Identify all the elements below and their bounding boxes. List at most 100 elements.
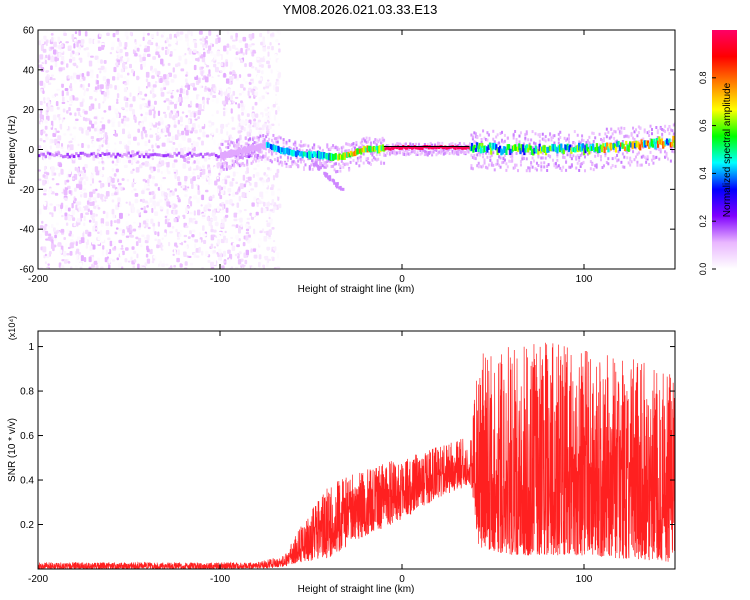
heatmap-noise-cell	[126, 36, 129, 40]
heatmap-branch-cell	[314, 163, 318, 167]
heatmap-noise-cell	[233, 212, 238, 218]
heatmap-noise-cell	[154, 100, 157, 105]
heatmap-noise-cell	[182, 163, 187, 169]
heatmap-halo-cell	[648, 134, 651, 138]
heatmap-signal-cell	[421, 146, 424, 150]
heatmap-halo-cell	[256, 156, 259, 160]
heatmap-halo-cell	[470, 164, 473, 168]
heatmap-noise-cell	[71, 202, 74, 209]
heatmap-noise-cell	[103, 110, 107, 113]
heatmap-noise-cell	[185, 207, 188, 212]
heatmap-signal-cell	[379, 144, 382, 153]
heatmap-halo-cell	[384, 153, 387, 157]
heatmap-noise-cell	[65, 41, 69, 44]
colorbar-tick-label: 0.0	[698, 263, 708, 276]
heatmap-halo-cell	[346, 162, 349, 166]
heatmap-noise-cell	[50, 74, 54, 77]
heatmap-noise-cell	[193, 210, 196, 216]
heatmap-signal-cell	[262, 143, 265, 149]
heatmap-noise-cell	[114, 108, 119, 114]
heatmap-noise-cell	[101, 133, 104, 138]
heatmap-noise-cell	[197, 103, 202, 110]
heatmap-noise-cell	[60, 265, 65, 268]
heatmap-noise-cell	[146, 45, 150, 52]
heatmap-signal-cell	[391, 146, 395, 150]
heatmap-halo-cell	[550, 137, 553, 141]
heatmap-signal-cell	[606, 142, 609, 150]
heatmap-noise-cell	[161, 142, 166, 147]
heatmap-noise-cell	[77, 143, 80, 147]
heatmap-faint-line-cell	[53, 154, 56, 158]
heatmap-noise-cell	[256, 57, 260, 61]
heatmap-signal-cell	[558, 144, 562, 153]
heatmap-noise-cell	[61, 149, 65, 152]
heatmap-halo-cell	[436, 142, 439, 146]
heatmap-noise-cell	[271, 227, 275, 230]
heatmap-noise-cell	[73, 77, 77, 84]
heatmap-noise-cell	[42, 130, 46, 134]
heatmap-halo-cell	[253, 150, 256, 154]
heatmap-faint-line-cell	[184, 154, 187, 158]
heatmap-halo-cell	[551, 158, 554, 162]
heatmap-halo-cell	[652, 155, 655, 159]
heatmap-noise-cell	[148, 174, 152, 179]
heatmap-faint-line-cell	[57, 151, 61, 155]
heatmap-signal-cell	[404, 146, 407, 150]
heatmap-signal-cell	[390, 146, 393, 150]
heatmap-noise-cell	[188, 48, 192, 55]
heatmap-noise-cell	[277, 73, 281, 79]
heatmap-noise-cell	[215, 97, 219, 104]
heatmap-noise-cell	[256, 69, 261, 73]
heatmap-noise-cell	[187, 30, 191, 35]
heatmap-halo-cell	[575, 155, 578, 159]
heatmap-signal-cell	[505, 148, 508, 156]
heatmap-noise-cell	[244, 223, 249, 228]
heatmap-noise-cell	[166, 188, 171, 191]
heatmap-faint-line-cell	[153, 152, 157, 156]
heatmap-signal-cell	[352, 151, 355, 157]
spectrogram-y-tick-label: -60	[20, 265, 35, 276]
heatmap-noise-cell	[87, 52, 90, 58]
heatmap-noise-cell	[73, 223, 76, 227]
heatmap-halo-cell	[301, 157, 304, 161]
heatmap-noise-cell	[207, 169, 211, 174]
heatmap-halo-cell	[666, 157, 669, 161]
heatmap-noise-cell	[225, 207, 229, 213]
heatmap-noise-cell	[44, 59, 47, 65]
heatmap-noise-cell	[150, 168, 154, 174]
heatmap-halo-cell	[486, 138, 489, 142]
heatmap-noise-cell	[248, 225, 252, 230]
heatmap-noise-cell	[57, 36, 61, 43]
heatmap-noise-cell	[204, 204, 208, 211]
heatmap-signal-cell	[282, 147, 285, 155]
heatmap-noise-cell	[224, 178, 228, 185]
heatmap-signal-cell	[622, 143, 625, 149]
heatmap-noise-cell	[92, 212, 96, 219]
heatmap-noise-cell	[255, 172, 260, 177]
colorbar-label: Normalized spectral amplitude	[722, 82, 733, 217]
heatmap-noise-cell	[149, 121, 152, 127]
heatmap-halo-cell	[385, 144, 388, 148]
heatmap-halo-cell	[448, 143, 451, 147]
heatmap-halo-cell	[659, 150, 662, 154]
heatmap-halo-cell	[576, 133, 579, 137]
heatmap-halo-cell	[266, 157, 269, 161]
heatmap-signal-cell	[561, 148, 564, 154]
heatmap-noise-cell	[194, 243, 197, 249]
heatmap-noise-cell	[66, 179, 70, 183]
heatmap-signal-cell	[474, 147, 477, 152]
heatmap-noise-cell	[185, 90, 189, 96]
heatmap-halo-cell	[549, 132, 552, 136]
heatmap-noise-cell	[238, 92, 242, 96]
heatmap-noise-cell	[156, 31, 159, 37]
heatmap-noise-cell	[202, 131, 206, 138]
heatmap-signal-cell	[414, 146, 418, 150]
heatmap-noise-cell	[85, 212, 90, 215]
heatmap-noise-cell	[124, 160, 129, 163]
heatmap-noise-cell	[217, 239, 220, 245]
heatmap-noise-cell	[235, 102, 238, 105]
heatmap-noise-cell	[75, 204, 78, 211]
heatmap-signal-cell	[532, 149, 535, 156]
heatmap-noise-cell	[213, 215, 218, 221]
heatmap-halo-cell	[505, 162, 508, 166]
